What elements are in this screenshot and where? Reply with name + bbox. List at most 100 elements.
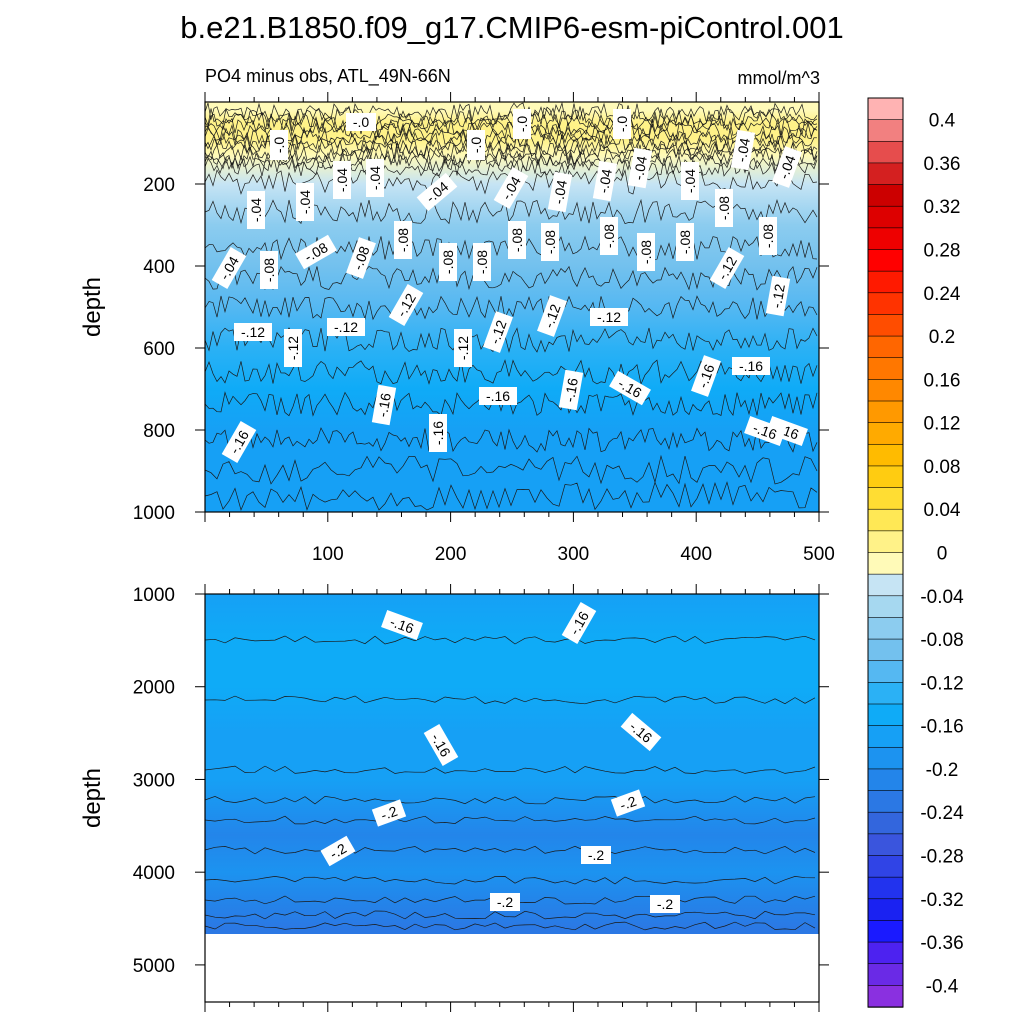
- contour-label: -.12: [284, 329, 302, 367]
- contour-label: -.16: [691, 355, 721, 397]
- x-tick-label: 400: [680, 544, 712, 565]
- lower-plot-field: [205, 594, 819, 934]
- colorbar-swatch: [867, 920, 904, 943]
- colorbar-swatch: [867, 595, 904, 619]
- contour-label-box: [423, 724, 459, 766]
- contour-label: -.16: [429, 414, 447, 452]
- colorbar-label: -0.16: [920, 717, 963, 738]
- contour-label-text: -.0: [271, 137, 287, 154]
- colorbar-swatch: [867, 270, 904, 294]
- contour-label-box: [296, 183, 314, 221]
- upper-y-axis-label: depth: [79, 277, 106, 337]
- contour-label-box: [558, 369, 584, 411]
- contour-label-box: [730, 129, 756, 171]
- colorbar-label: -0.28: [920, 847, 963, 868]
- contour-label-box: [295, 234, 337, 270]
- contour-label-text: -.04: [550, 179, 570, 206]
- colorbar-label: 0.24: [924, 284, 961, 305]
- lower-y-axis-label: depth: [79, 768, 106, 828]
- contour-line: [204, 921, 816, 931]
- contour-line: [204, 481, 818, 511]
- contour-label-box: [346, 237, 376, 279]
- contour-label-box: [211, 247, 247, 289]
- contour-label-box: [715, 189, 733, 227]
- lower-panel: -.16 -.16-.16 -.16-.2 -.2-.2 -.2-.2 -.2 10002…: [79, 584, 829, 1012]
- colorbar-label: 0.36: [924, 154, 961, 175]
- colorbar-label: -0.2: [926, 760, 959, 781]
- contour-label-text: -.08: [440, 250, 456, 274]
- contour-label: -.08: [346, 237, 376, 279]
- lower-axis-ticks: 1000 2000 3000 4000 5000: [133, 584, 829, 1012]
- colorbar-label: 0.32: [924, 197, 961, 218]
- contour-label: -.08: [260, 251, 278, 289]
- contour-label: -.04: [592, 160, 618, 202]
- contour-label-box: [416, 172, 458, 212]
- colorbar-label: 0.2: [929, 327, 955, 348]
- contour-label-box: [637, 233, 655, 271]
- figure-title: b.e21.B1850.f09_g17.CMIP6-esm-piControl.…: [180, 10, 843, 45]
- contour-label-text: -.08: [542, 230, 558, 254]
- upper-contour-labels: -.0-.0 -.0-.0 -.0-.04-.04-.04 -.04 -.04-.04-…: [211, 109, 808, 463]
- contour-label: -.16: [423, 724, 459, 766]
- colorbar-label: 0.28: [924, 241, 961, 262]
- contour-line: [204, 107, 818, 128]
- contour-label-box: [581, 846, 611, 864]
- y-tick-label: 600: [143, 339, 175, 360]
- contour-label-box: [366, 159, 384, 197]
- colorbar-label: 0: [937, 544, 948, 565]
- contour-label: -.0: [513, 109, 531, 139]
- lower-contour-labels: -.16 -.16-.16 -.16-.2 -.2-.2 -.2-.2 -.2: [320, 602, 680, 913]
- contour-label-box: [676, 223, 694, 261]
- contour-label: -.04: [296, 183, 314, 221]
- contour-label-text: -.08: [349, 244, 372, 272]
- contour-line: [204, 112, 818, 132]
- y-tick-label: 1000: [133, 503, 175, 524]
- contour-label-box: [371, 799, 407, 827]
- colorbar-label: -0.04: [920, 587, 964, 608]
- contour-label-text: -.12: [455, 336, 471, 360]
- colorbar-swatch: [867, 119, 904, 142]
- contour-label-text: -.16: [694, 362, 717, 390]
- colorbar-swatch: [867, 985, 904, 1008]
- colorbar-swatch: [867, 97, 904, 121]
- contour-label: -.04: [772, 146, 802, 188]
- contour-label: -.08: [439, 243, 457, 281]
- contour-label-text: -.12: [285, 336, 301, 360]
- contour-label-text: -.12: [540, 302, 563, 330]
- contour-label: -.16: [479, 387, 517, 405]
- contour-label-box: [744, 416, 786, 446]
- lower-no-data-region: [205, 934, 819, 1002]
- contour-label: -.12: [537, 295, 567, 337]
- contour-label-text: -.16: [374, 392, 394, 419]
- colorbar-swatch: [867, 660, 904, 684]
- contour-line: [204, 131, 818, 152]
- colorbar-swatch: [867, 314, 904, 337]
- contour-label-box: [610, 789, 646, 817]
- contour-label-text: -.08: [395, 228, 411, 252]
- colorbar-swatch: [867, 227, 904, 251]
- contour-label-box: [371, 384, 397, 426]
- contour-label-text: -.04: [367, 166, 383, 190]
- contour-label-text: -.12: [486, 318, 509, 346]
- contour-label: -.04: [333, 161, 351, 199]
- colorbar-swatch: [867, 249, 904, 272]
- contour-label-text: -.16: [430, 421, 446, 445]
- contour-label: -.0: [346, 113, 376, 131]
- colorbar-swatch: [867, 876, 904, 900]
- contour-label-text: -.16: [388, 613, 416, 636]
- colorbar: 0.4 0.36 0.32 0.28 0.24 0.2 0.16 0.12 0.08 0.04 0 -…: [867, 97, 964, 1008]
- y-tick-label: 1000: [133, 585, 175, 606]
- contour-label-box: [613, 109, 631, 139]
- contour-label: -.12: [454, 329, 472, 367]
- colorbar-label: 0.08: [924, 457, 961, 478]
- contour-line: [204, 101, 818, 122]
- contour-label: -.08: [715, 189, 733, 227]
- contour-label-box: [508, 221, 526, 259]
- contour-label-text: -.08: [677, 230, 693, 254]
- contour-label-box: [333, 161, 351, 199]
- contour-label: -.08: [759, 217, 777, 255]
- contour-label-text: -.0: [353, 114, 370, 130]
- contour-label-box: [600, 217, 618, 255]
- contour-label: -.12: [765, 275, 791, 317]
- contour-line: [204, 141, 818, 162]
